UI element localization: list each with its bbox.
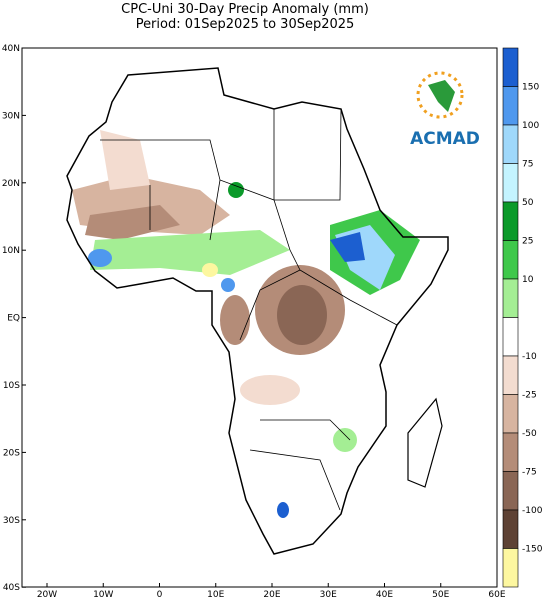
anomaly-area [202,263,218,277]
lon-label: 20E [263,590,280,600]
lon-label: 10E [207,590,224,600]
anomaly-area [90,230,290,275]
lat-labels: 40N 30N 20N 10N EQ 10S 20S 30S 40S [2,44,26,593]
colorbar-label: -150 [522,545,543,555]
colorbar-swatch [502,548,519,588]
colorbar-swatch [502,509,519,549]
colorbar-label: 75 [522,160,533,170]
logo-map [428,80,455,112]
colorbar-swatch [502,394,519,434]
colorbar-swatch [502,471,519,511]
anomaly-area [85,205,180,240]
colorbar: 150 100 75 50 25 10 -10 -25 -50 -75 -100 -150 [502,47,543,588]
lat-label: 20N [2,179,20,189]
colorbar-label: 50 [522,198,534,208]
lon-label: 60E [488,590,505,600]
lon-label: 50E [432,590,449,600]
colorbar-label: 100 [522,121,539,131]
lon-labels: 20W 10W 0 10E 20E 30E 40E 50E 60E [37,583,506,600]
lon-label: 40E [376,590,393,600]
anomaly-area [88,249,112,267]
colorbar-label: 10 [522,275,534,285]
logo-text: ACMAD [410,129,480,149]
colorbar-label: -10 [522,352,537,362]
colorbar-swatch [502,432,519,472]
colorbar-label: -75 [522,468,537,478]
lat-label: 40N [2,44,20,54]
lat-label: 40S [3,583,20,593]
colorbar-swatch [502,124,519,164]
colorbar-swatch [502,163,519,203]
lat-label: 10N [2,246,20,256]
lat-label: 30S [3,516,20,526]
colorbar-label: -100 [522,506,543,516]
colorbar-swatch [502,86,519,126]
lon-label: 10W [93,590,113,600]
anomaly-area [228,182,244,198]
lon-label: 0 [157,590,163,600]
lat-label: 10S [3,381,20,391]
colorbar-label: 150 [522,83,539,93]
lat-label: 30N [2,111,20,121]
anomaly-area [221,278,235,292]
colorbar-swatch [502,317,519,357]
colorbar-swatch [502,240,519,280]
madagascar [407,397,443,488]
lon-label: 20W [37,590,57,600]
colorbar-swatch [502,201,519,241]
anomaly-area [330,232,365,262]
colorbar-swatch [502,355,519,395]
lat-label: 20S [3,448,20,458]
anomaly-area [277,502,289,518]
title: CPC-Uni 30-Day Precip Anomaly (mm) [121,2,369,17]
anomaly-area [100,130,150,190]
anomaly-area [333,428,357,452]
africa-outline [66,67,449,555]
period: Period: 01Sep2025 to 30Sep2025 [136,17,355,32]
anomaly-area [277,285,327,345]
lat-label: EQ [7,314,20,324]
anomaly-area [240,375,300,405]
colorbar-label: -50 [522,429,537,439]
borders [100,108,398,511]
lon-label: 30E [320,590,337,600]
anomaly-area [220,295,250,345]
colorbar-label: 25 [522,237,533,247]
colorbar-label: -25 [522,391,537,401]
colorbar-swatch [502,278,519,318]
colorbar-swatch [502,47,519,87]
logo-ring [416,71,464,119]
